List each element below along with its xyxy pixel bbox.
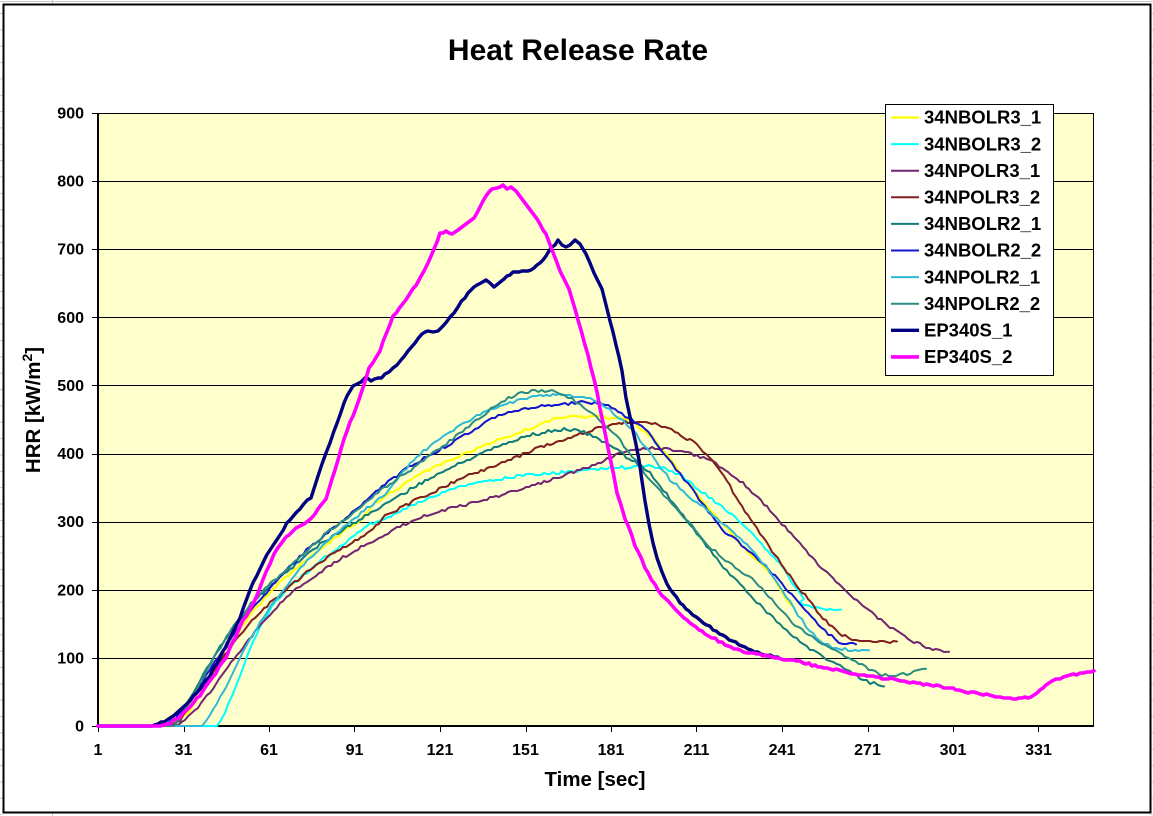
svg-text:1: 1 [94,742,103,759]
svg-text:271: 271 [854,742,881,759]
svg-text:331: 331 [1025,742,1052,759]
svg-text:500: 500 [57,378,84,395]
svg-text:34NBOLR3_2: 34NBOLR3_2 [924,133,1041,154]
svg-text:EP340S_2: EP340S_2 [924,346,1012,367]
svg-text:61: 61 [260,742,278,759]
svg-text:34NBOLR3_1: 34NBOLR3_1 [924,107,1041,128]
svg-text:121: 121 [427,742,454,759]
svg-text:211: 211 [684,742,710,759]
svg-text:Time [sec]: Time [sec] [544,768,645,791]
svg-text:100: 100 [57,650,84,667]
svg-text:0: 0 [75,719,84,736]
svg-text:Heat Release Rate: Heat Release Rate [448,34,708,67]
svg-text:31: 31 [175,742,193,759]
svg-text:34NPOLR2_1: 34NPOLR2_1 [924,266,1040,287]
svg-text:800: 800 [57,174,84,191]
svg-text:EP340S_1: EP340S_1 [924,320,1012,341]
svg-text:HRR [kW/m2]: HRR [kW/m2] [19,347,45,473]
svg-text:900: 900 [57,106,84,123]
svg-text:34NBOLR2_2: 34NBOLR2_2 [924,240,1041,261]
svg-text:34NPOLR2_2: 34NPOLR2_2 [924,293,1040,314]
svg-text:34NPOLR3_1: 34NPOLR3_1 [924,160,1040,181]
svg-text:91: 91 [346,742,364,759]
svg-text:301: 301 [940,742,967,759]
svg-text:181: 181 [598,742,625,759]
svg-text:200: 200 [57,582,84,599]
svg-text:700: 700 [57,242,84,259]
svg-text:34NPOLR3_2: 34NPOLR3_2 [924,187,1040,208]
svg-text:34NBOLR2_1: 34NBOLR2_1 [924,213,1041,234]
svg-text:600: 600 [57,310,84,327]
svg-text:241: 241 [769,742,796,759]
svg-text:151: 151 [512,742,539,759]
svg-text:300: 300 [57,514,84,531]
svg-text:400: 400 [57,446,84,463]
